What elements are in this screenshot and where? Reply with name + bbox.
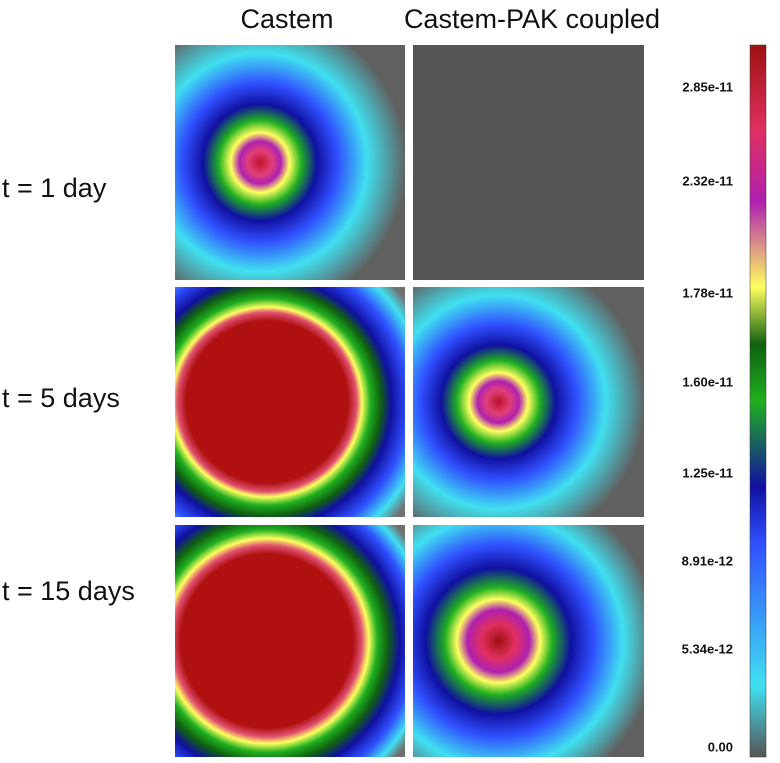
colorbar-label: 0.00	[708, 739, 733, 754]
field-panel	[413, 525, 644, 757]
colorbar-label: 2.85e-11	[682, 79, 733, 94]
field-panel	[413, 287, 644, 517]
field-panel	[175, 287, 405, 517]
field-panel	[175, 525, 405, 757]
colorbar-label: 1.78e-11	[682, 285, 733, 300]
column-header: Castem-PAK coupled	[404, 4, 660, 34]
colorbar-label: 2.32e-11	[682, 173, 733, 188]
row-label: t = 5 days	[2, 383, 120, 413]
row-label: t = 15 days	[2, 576, 135, 606]
column-header: Castem	[240, 4, 333, 34]
colorbar	[749, 44, 767, 758]
field-panel	[175, 45, 405, 280]
field-panel	[413, 45, 644, 280]
colorbar-label: 5.34e-12	[682, 641, 733, 656]
colorbar-label: 8.91e-12	[682, 553, 733, 568]
row-label: t = 1 day	[2, 173, 107, 203]
colorbar-label: 1.60e-11	[682, 374, 733, 389]
colorbar-label: 1.25e-11	[682, 465, 733, 480]
colorbar-labels: 2.85e-11 2.32e-11 1.78e-11 1.60e-11 1.25e-11…	[682, 79, 733, 754]
